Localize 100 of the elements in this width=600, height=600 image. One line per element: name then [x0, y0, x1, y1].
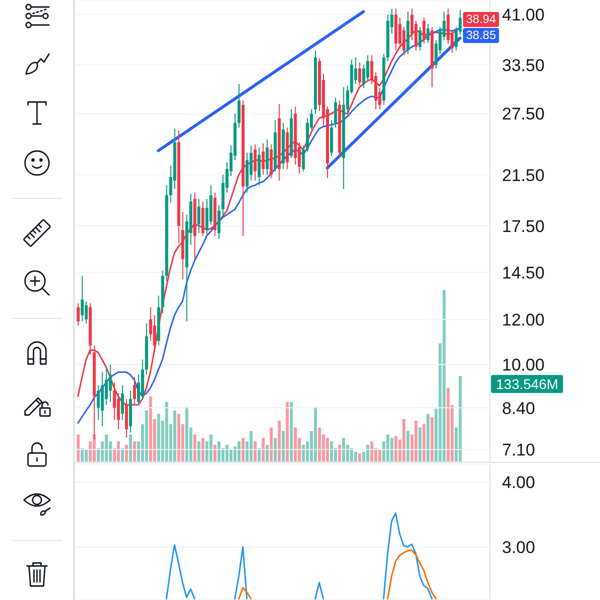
- bar: [378, 450, 382, 462]
- bar: [128, 434, 132, 462]
- bar: [84, 450, 88, 462]
- bar: [217, 441, 220, 462]
- candlestick: [262, 142, 265, 176]
- y-tick-label: 41.00: [502, 6, 545, 25]
- y-tick-label: 17.50: [502, 216, 545, 236]
- bar: [165, 402, 168, 462]
- bar: [282, 431, 285, 462]
- bar: [314, 406, 317, 462]
- bar: [342, 438, 346, 462]
- bar: [193, 434, 196, 462]
- data-label: 38.94: [462, 12, 500, 28]
- candlestick: [108, 364, 112, 402]
- bar: [302, 444, 305, 462]
- candlestick: [358, 62, 362, 86]
- bar: [446, 388, 450, 462]
- bar: [116, 441, 120, 462]
- candlestick: [362, 64, 366, 89]
- bar: [326, 438, 330, 462]
- bar: [442, 290, 446, 462]
- bar: [270, 428, 273, 462]
- candlestick: [197, 198, 200, 234]
- text: 133.546M: [491, 375, 564, 394]
- y-tick-label: 8.40: [502, 398, 536, 418]
- candlestick: [238, 84, 241, 128]
- bar: [290, 402, 293, 462]
- bar: [250, 431, 253, 462]
- candlestick: [84, 300, 88, 324]
- bar: [242, 438, 245, 462]
- candlestick: [217, 204, 220, 240]
- candlestick: [418, 26, 422, 51]
- bar: [157, 414, 160, 462]
- bar: [201, 438, 204, 462]
- bar: [197, 441, 200, 462]
- candlestick: [205, 198, 208, 235]
- bar: [366, 444, 370, 462]
- candlestick: [426, 23, 430, 44]
- candlestick: [334, 97, 338, 128]
- bar: [422, 424, 426, 462]
- y-tick-label: 21.50: [502, 166, 545, 185]
- bar: [430, 417, 434, 462]
- bar: [145, 410, 148, 462]
- bar: [318, 428, 321, 462]
- bar: [258, 448, 261, 462]
- bar: [350, 448, 354, 462]
- bar: [133, 441, 136, 462]
- bar: [173, 410, 176, 462]
- bar: [185, 406, 188, 462]
- bar: [177, 414, 180, 462]
- bar: [254, 441, 257, 462]
- bar: [338, 444, 342, 462]
- y-tick-label: 7.10: [502, 440, 536, 460]
- bar: [225, 444, 228, 462]
- bar: [262, 438, 265, 462]
- data-label: 38.85: [462, 28, 500, 44]
- bar: [266, 444, 269, 462]
- candlestick: [153, 314, 156, 353]
- bar: [278, 420, 281, 462]
- bar: [80, 448, 84, 462]
- bar: [213, 444, 216, 462]
- bar: [330, 441, 334, 462]
- bar: [358, 453, 362, 462]
- candlestick: [120, 384, 124, 420]
- bar: [124, 444, 128, 462]
- bar: [238, 441, 241, 462]
- bar: [209, 434, 212, 462]
- bar: [76, 434, 80, 462]
- y-tick-label: 14.50: [502, 263, 545, 282]
- candlestick: [80, 275, 84, 322]
- candlestick: [96, 384, 100, 420]
- bar: [426, 414, 430, 462]
- bar: [390, 438, 394, 462]
- candlestick: [258, 146, 261, 186]
- candlestick: [302, 144, 305, 172]
- bar: [458, 376, 462, 462]
- bar: [104, 434, 108, 462]
- bar: [370, 441, 374, 462]
- bar: [286, 402, 289, 462]
- candlestick: [366, 54, 370, 81]
- bar: [414, 420, 418, 462]
- bar: [386, 434, 390, 462]
- bar: [120, 448, 124, 462]
- y-tick-label: 4.00: [502, 473, 536, 492]
- bar: [149, 396, 152, 462]
- bar: [418, 428, 422, 462]
- candlestick: [149, 306, 152, 342]
- bar: [274, 438, 277, 462]
- bar: [406, 431, 410, 462]
- bar: [354, 452, 358, 462]
- y-tick-label: 27.50: [502, 104, 545, 124]
- bar: [402, 419, 406, 462]
- y-tick-label: 12.00: [502, 310, 545, 330]
- candlestick: [254, 144, 257, 182]
- candlestick: [266, 138, 269, 176]
- y-tick-label: 3.00: [502, 538, 536, 557]
- y-tick-label: 10.00: [502, 356, 545, 375]
- bar: [294, 428, 297, 462]
- candlestick: [76, 302, 80, 326]
- bar: [394, 436, 398, 462]
